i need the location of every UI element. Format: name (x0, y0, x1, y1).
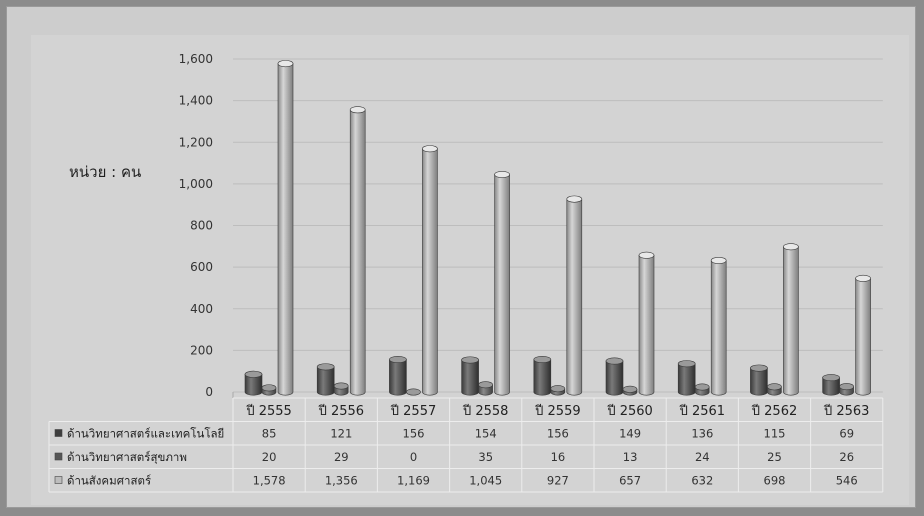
legend-swatch (54, 476, 63, 484)
data-label: 546 (836, 474, 858, 488)
data-label: 20 (262, 450, 277, 464)
category-label: ปี 2555 (245, 403, 291, 419)
bar (277, 60, 294, 396)
bar (261, 384, 277, 396)
bar (677, 360, 696, 396)
y-tick-label: 1,200 (179, 135, 213, 149)
bar (694, 383, 710, 396)
bar (855, 274, 871, 396)
y-tick-label: 800 (190, 219, 213, 233)
category-label: ปี 2561 (679, 403, 725, 419)
data-label: 149 (619, 427, 641, 441)
data-label: 25 (767, 450, 782, 464)
bar (494, 171, 510, 396)
bar (783, 243, 799, 396)
legend-label: ด้านสังคมศาสตร์ (67, 474, 151, 488)
data-label: 1,578 (253, 474, 286, 488)
y-tick-label: 1,000 (179, 177, 213, 191)
bar (605, 357, 624, 396)
data-label: 156 (403, 427, 425, 441)
bar (406, 388, 421, 396)
bar (622, 385, 638, 396)
category-label: ปี 2560 (606, 403, 652, 419)
data-label: 1,169 (397, 474, 430, 488)
bar (566, 195, 583, 396)
legend-label: ด้านวิทยาศาสตร์และเทคโนโลยี (67, 427, 224, 441)
data-label: 13 (623, 450, 638, 464)
data-label: 657 (619, 474, 641, 488)
data-label: 136 (691, 427, 713, 441)
legend-swatch (54, 429, 63, 437)
legend-swatch (54, 452, 63, 461)
category-label: ปี 2559 (534, 403, 580, 419)
bar (349, 106, 366, 396)
y-tick-label: 200 (190, 343, 213, 357)
y-tick-label: 400 (190, 302, 213, 316)
y-tick-label: 0 (205, 385, 213, 399)
data-label: 632 (691, 474, 713, 488)
data-label: 0 (410, 450, 417, 464)
category-label: ปี 2558 (462, 403, 508, 419)
data-label: 115 (764, 427, 786, 441)
data-label: 29 (334, 450, 349, 464)
data-label: 24 (695, 450, 710, 464)
legend-label: ด้านวิทยาศาสตร์สุขภาพ (67, 450, 187, 464)
bar (638, 251, 655, 396)
category-label: ปี 2556 (318, 403, 364, 419)
category-label: ปี 2557 (390, 403, 436, 419)
data-label: 1,356 (325, 474, 358, 488)
bar (750, 364, 768, 396)
unit-label: หน่วย : คน (69, 163, 142, 181)
category-label: ปี 2562 (751, 403, 797, 419)
data-label: 121 (330, 427, 352, 441)
bar (461, 356, 479, 396)
bar (550, 385, 566, 396)
bar (839, 383, 854, 396)
bar (333, 382, 349, 396)
y-tick-label: 1,600 (179, 52, 213, 66)
data-label: 69 (839, 427, 854, 441)
bar (710, 256, 727, 396)
data-label: 26 (839, 450, 854, 464)
data-label: 927 (547, 474, 569, 488)
data-label: 698 (764, 474, 786, 488)
y-tick-label: 1,400 (179, 94, 213, 108)
bar (533, 356, 552, 396)
data-label: 1,045 (469, 474, 502, 488)
bar (389, 356, 407, 396)
bar (767, 383, 782, 396)
data-label: 35 (478, 450, 493, 464)
bar (422, 145, 438, 396)
data-label: 154 (475, 427, 497, 441)
data-label: 16 (551, 450, 566, 464)
data-label: 85 (262, 427, 277, 441)
bar (244, 370, 263, 396)
bar (822, 374, 840, 396)
bar (478, 381, 493, 396)
data-label: 156 (547, 427, 569, 441)
y-tick-label: 600 (190, 260, 213, 274)
bar (316, 363, 335, 396)
chart-frame: 0 200 400 600 800 1,000 1,200 1,400 1,600 ปี 255… (6, 6, 916, 508)
category-label: ปี 2563 (823, 403, 869, 419)
data-table-bg (49, 421, 883, 492)
